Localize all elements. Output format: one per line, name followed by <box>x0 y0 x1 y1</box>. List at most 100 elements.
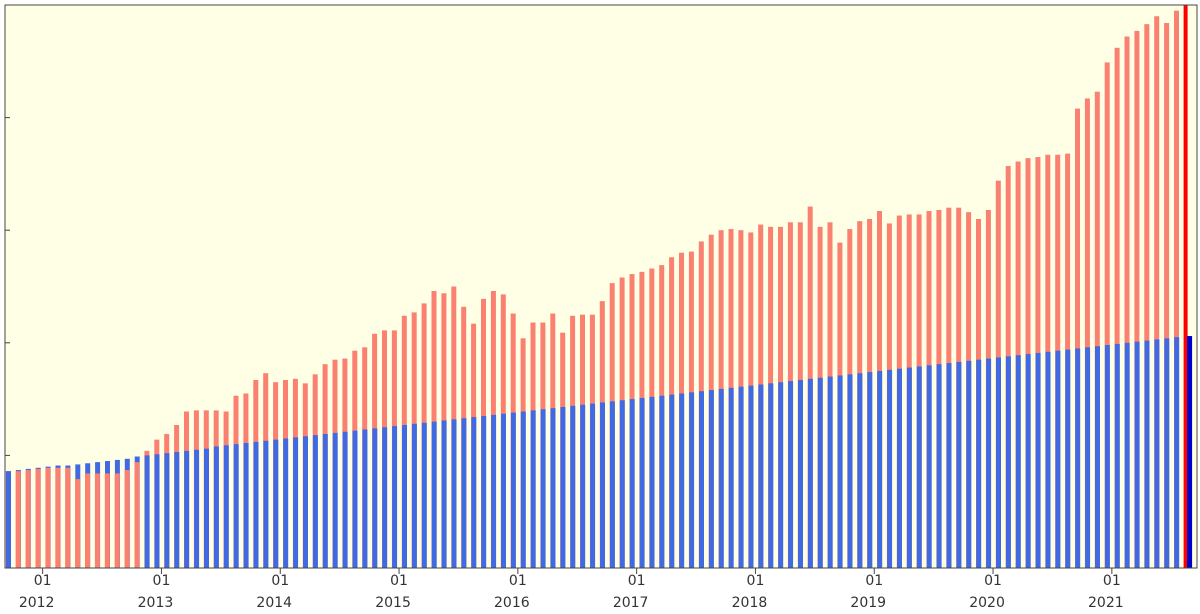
bar-series-2-26 <box>263 440 269 568</box>
x-tick-year-label-5: 2017 <box>613 595 649 611</box>
bar-series-2-104 <box>1035 352 1041 568</box>
bar-series-2-40 <box>402 425 407 568</box>
bar-series-2-67 <box>669 394 675 568</box>
x-tick-year-label-7: 2019 <box>850 595 886 611</box>
bar-series-2-105 <box>1045 351 1051 568</box>
bar-series-2-116 <box>1154 339 1160 568</box>
bar-series-2-109 <box>1085 347 1091 568</box>
bar-series-2-75 <box>748 385 754 568</box>
bar-series-2-83 <box>827 376 833 568</box>
bar-series-2-71 <box>708 390 714 568</box>
bar-series-2-63 <box>629 399 635 568</box>
bar-series-2-113 <box>1124 342 1130 568</box>
bar-series-2-43 <box>431 421 437 568</box>
bar-series-2-52 <box>520 411 526 568</box>
bar-series-2-95 <box>946 363 952 568</box>
bar-series-1-12 <box>124 470 130 568</box>
bar-series-2-23 <box>233 444 239 568</box>
bar-series-2-70 <box>699 391 704 568</box>
bar-series-2-30 <box>303 436 308 568</box>
bar-series-1-118 <box>1174 10 1179 568</box>
bar-series-2-39 <box>392 426 398 568</box>
bar-series-2-73 <box>728 387 734 568</box>
bar-series-2-42 <box>421 422 427 568</box>
bar-series-2-64 <box>639 397 645 568</box>
bar-series-1-112 <box>1114 47 1120 569</box>
bar-series-2-19 <box>194 449 200 568</box>
bar-series-1-6 <box>65 467 71 568</box>
bar-series-2-119 <box>1187 336 1193 568</box>
bar-series-2-33 <box>332 432 338 568</box>
bar-series-2-34 <box>342 431 348 568</box>
bar-series-2-117 <box>1164 338 1170 568</box>
bar-series-2-76 <box>758 384 764 568</box>
bar-series-2-108 <box>1075 348 1081 568</box>
y-ticks-layer <box>5 117 10 456</box>
x-tick-year-label-9: 2021 <box>1088 595 1124 611</box>
x-tick-month-label-5: 01 <box>628 573 646 589</box>
bar-series-2-21 <box>213 446 219 568</box>
bar-series-2-69 <box>689 392 695 568</box>
bar-series-2-101 <box>1005 356 1011 568</box>
bar-series-2-90 <box>897 368 902 568</box>
x-tick-year-label-3: 2015 <box>375 595 411 611</box>
bar-series-2-41 <box>411 423 417 568</box>
bar-series-2-106 <box>1055 350 1061 568</box>
bar-series-2-31 <box>312 435 318 568</box>
bar-series-2-77 <box>768 383 774 568</box>
bar-series-1-11 <box>114 473 120 568</box>
x-tick-year-label-0: 2012 <box>19 595 55 611</box>
bar-series-2-111 <box>1104 345 1110 568</box>
bar-series-2-72 <box>718 388 724 568</box>
bar-series-2-94 <box>936 364 942 568</box>
bar-series-2-46 <box>461 418 467 568</box>
bar-series-2-48 <box>481 415 487 568</box>
bar-series-2-60 <box>600 402 605 568</box>
bar-series-2-45 <box>451 419 457 568</box>
bar-series-2-91 <box>906 367 912 568</box>
x-tick-month-label-0: 01 <box>34 573 52 589</box>
bar-series-2-82 <box>817 377 823 568</box>
x-tick-year-label-4: 2016 <box>494 595 530 611</box>
bar-series-2-29 <box>293 437 299 568</box>
bar-series-2-80 <box>798 379 803 568</box>
bar-series-1-117 <box>1164 23 1170 568</box>
bar-series-2-88 <box>877 370 883 568</box>
bar-series-2-97 <box>966 360 972 568</box>
bar-series-1-115 <box>1144 24 1150 568</box>
bar-series-2-15 <box>154 454 160 568</box>
x-tick-month-label-7: 01 <box>865 573 883 589</box>
x-tick-year-label-1: 2013 <box>138 595 174 611</box>
bar-series-2-61 <box>609 401 615 568</box>
bar-series-2-55 <box>550 408 556 568</box>
x-tick-month-label-1: 01 <box>153 573 171 589</box>
x-tick-year-label-6: 2018 <box>732 595 768 611</box>
bar-series-2-38 <box>382 427 388 568</box>
bar-series-2-115 <box>1144 340 1150 568</box>
bar-series-2-118 <box>1174 337 1180 568</box>
bar-series-1-113 <box>1124 36 1130 568</box>
x-tick-month-label-3: 01 <box>390 573 408 589</box>
bar-series-2-84 <box>837 375 843 568</box>
bars-layer <box>5 5 1193 569</box>
x-tick-month-label-4: 01 <box>509 573 527 589</box>
bar-series-2-22 <box>223 445 229 568</box>
bar-series-2-65 <box>649 396 655 568</box>
bar-series-2-0 <box>6 471 11 568</box>
bar-series-1-109 <box>1084 98 1090 569</box>
bar-series-2-92 <box>916 366 922 568</box>
bar-series-2-47 <box>471 417 477 568</box>
bar-series-2-20 <box>204 448 209 568</box>
bar-series-2-16 <box>164 453 170 568</box>
bar-series-2-98 <box>976 359 982 568</box>
x-tick-year-label-2: 2014 <box>256 595 292 611</box>
bar-series-2-49 <box>491 414 497 568</box>
bar-series-1-111 <box>1104 62 1110 569</box>
x-ticks-layer: 01 2012 01 2013 01 2014 01 2015 01 2016 01 2017 01 20… <box>19 568 1124 611</box>
bar-series-1-10 <box>104 473 110 568</box>
bar-series-2-79 <box>788 381 794 568</box>
bar-series-2-114 <box>1134 341 1140 568</box>
bar-series-2-58 <box>580 404 586 568</box>
bar-series-2-44 <box>441 420 447 568</box>
